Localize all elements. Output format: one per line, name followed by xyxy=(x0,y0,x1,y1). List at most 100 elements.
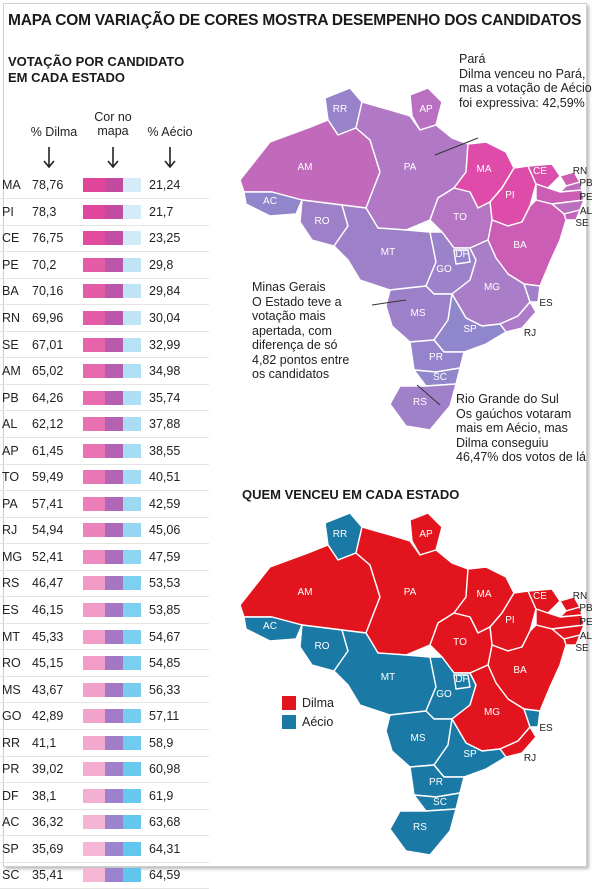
swatch-segment xyxy=(123,682,141,697)
state-code: AC xyxy=(2,815,20,830)
leader-line-rs xyxy=(416,384,441,406)
annotation-mg: Minas Gerais O Estado teve a votação mai… xyxy=(252,280,349,382)
color-swatch xyxy=(83,358,147,385)
swatch-bar xyxy=(83,364,147,379)
state-df xyxy=(453,674,471,690)
table-row: RN 69,96 30,04 xyxy=(0,305,209,332)
swatch-segment xyxy=(105,231,123,246)
table-row: BA 70,16 29,84 xyxy=(0,278,209,305)
swatch-segment xyxy=(105,576,123,591)
dilma-percent: 65,02 xyxy=(32,364,64,379)
annotation-mg-line: 4,82 pontos entre xyxy=(252,352,350,367)
winner-map-title: QUEM VENCEU EM CADA ESTADO xyxy=(242,487,460,502)
swatch-segment xyxy=(105,549,123,564)
color-swatch xyxy=(83,862,147,889)
state-label-ac: AC xyxy=(263,621,277,632)
aecio-percent: 29,84 xyxy=(149,284,181,299)
swatch-bar xyxy=(83,868,147,883)
swatch-segment xyxy=(83,496,105,511)
state-sc xyxy=(413,792,461,812)
swatch-segment xyxy=(83,762,105,777)
table-row: SC 35,41 64,59 xyxy=(0,862,209,889)
state-code: SC xyxy=(2,868,20,883)
color-swatch xyxy=(83,331,147,358)
swatch-bar xyxy=(83,337,147,352)
annotation-rs: Rio Grande do Sul Os gaúchos votaram mai… xyxy=(456,392,586,465)
annotation-para-line: Dilma venceu no Pará, xyxy=(459,66,586,81)
state-label-ap: AP xyxy=(419,529,433,540)
annotation-rs-line: Dilma conseguiu xyxy=(456,435,549,450)
swatch-segment xyxy=(83,603,105,618)
color-swatch xyxy=(83,650,147,677)
swatch-bar xyxy=(83,257,147,272)
state-code: MA xyxy=(2,178,21,193)
color-swatch xyxy=(83,225,147,252)
swatch-bar xyxy=(83,204,147,219)
state-df xyxy=(453,249,471,265)
state-code: TO xyxy=(2,470,20,485)
swatch-segment xyxy=(123,629,141,644)
swatch-segment xyxy=(83,417,105,432)
table-row: MT 45,33 54,67 xyxy=(0,623,209,650)
state-code: AL xyxy=(2,417,18,432)
state-label-se: SE xyxy=(575,218,589,229)
table-row: ES 46,15 53,85 xyxy=(0,597,209,624)
table-row: TO 59,49 40,51 xyxy=(0,464,209,491)
legend-swatch-dilma xyxy=(282,696,296,710)
swatch-segment xyxy=(123,204,141,219)
swatch-bar xyxy=(83,284,147,299)
swatch-segment xyxy=(83,868,105,883)
down-arrow-icon xyxy=(107,147,119,169)
table-row: SE 67,01 32,99 xyxy=(0,331,209,358)
swatch-bar xyxy=(83,311,147,325)
color-swatch xyxy=(83,491,147,518)
table-row: MA 78,76 21,24 xyxy=(0,172,209,199)
swatch-segment xyxy=(123,603,141,618)
table-title: VOTAÇÃO POR CANDIDATO EM CADA ESTADO xyxy=(8,54,184,86)
state-label-rr: RR xyxy=(333,104,347,115)
state-label-ro: RO xyxy=(315,216,330,227)
swatch-segment xyxy=(105,417,123,432)
swatch-segment xyxy=(105,470,123,485)
swatch-bar xyxy=(83,549,147,564)
swatch-segment xyxy=(105,390,123,405)
state-ce xyxy=(527,163,561,189)
state-label-ms: MS xyxy=(411,733,426,744)
color-swatch xyxy=(83,729,147,756)
state-ac xyxy=(243,191,303,217)
table-row: AM 65,02 34,98 xyxy=(0,358,209,385)
aecio-percent: 21,24 xyxy=(149,178,181,193)
state-rs xyxy=(389,808,457,856)
annotation-para-title: Pará xyxy=(459,52,486,66)
swatch-segment xyxy=(123,523,141,538)
state-label-sp: SP xyxy=(463,324,477,335)
headline: MAPA COM VARIAÇÃO DE CORES MOSTRA DESEMP… xyxy=(8,12,582,29)
annotation-para: Pará Dilma venceu no Pará, mas a votação… xyxy=(459,52,592,110)
swatch-segment xyxy=(123,337,141,352)
state-label-es: ES xyxy=(539,723,553,734)
state-label-mg: MG xyxy=(484,707,500,718)
swatch-segment xyxy=(105,735,123,750)
state-label-rj: RJ xyxy=(524,328,536,339)
state-code: RN xyxy=(2,311,21,325)
state-label-al: AL xyxy=(580,206,592,217)
state-label-pi: PI xyxy=(505,190,514,201)
dilma-percent: 45,33 xyxy=(32,629,64,644)
state-es xyxy=(523,283,541,303)
table-row: PA 57,41 42,59 xyxy=(0,491,209,518)
table-row: AP 61,45 38,55 xyxy=(0,437,209,465)
col-header-dilma: % Dilma xyxy=(30,125,78,139)
swatch-segment xyxy=(123,443,141,458)
state-label-sc: SC xyxy=(433,372,447,383)
col-header-aecio: % Aécio xyxy=(147,125,193,139)
aecio-percent: 63,68 xyxy=(149,815,181,830)
aecio-percent: 21,7 xyxy=(149,204,174,219)
annotation-rs-line: mais em Aécio, mas xyxy=(456,421,568,435)
table-row: RS 46,47 53,53 xyxy=(0,570,209,597)
swatch-segment xyxy=(123,257,141,272)
state-code: PE xyxy=(2,257,19,272)
swatch-segment xyxy=(123,868,141,883)
state-label-rn: RN xyxy=(573,591,587,602)
swatch-segment xyxy=(123,788,141,803)
col-header-cor-line1: Cor no xyxy=(94,110,132,124)
